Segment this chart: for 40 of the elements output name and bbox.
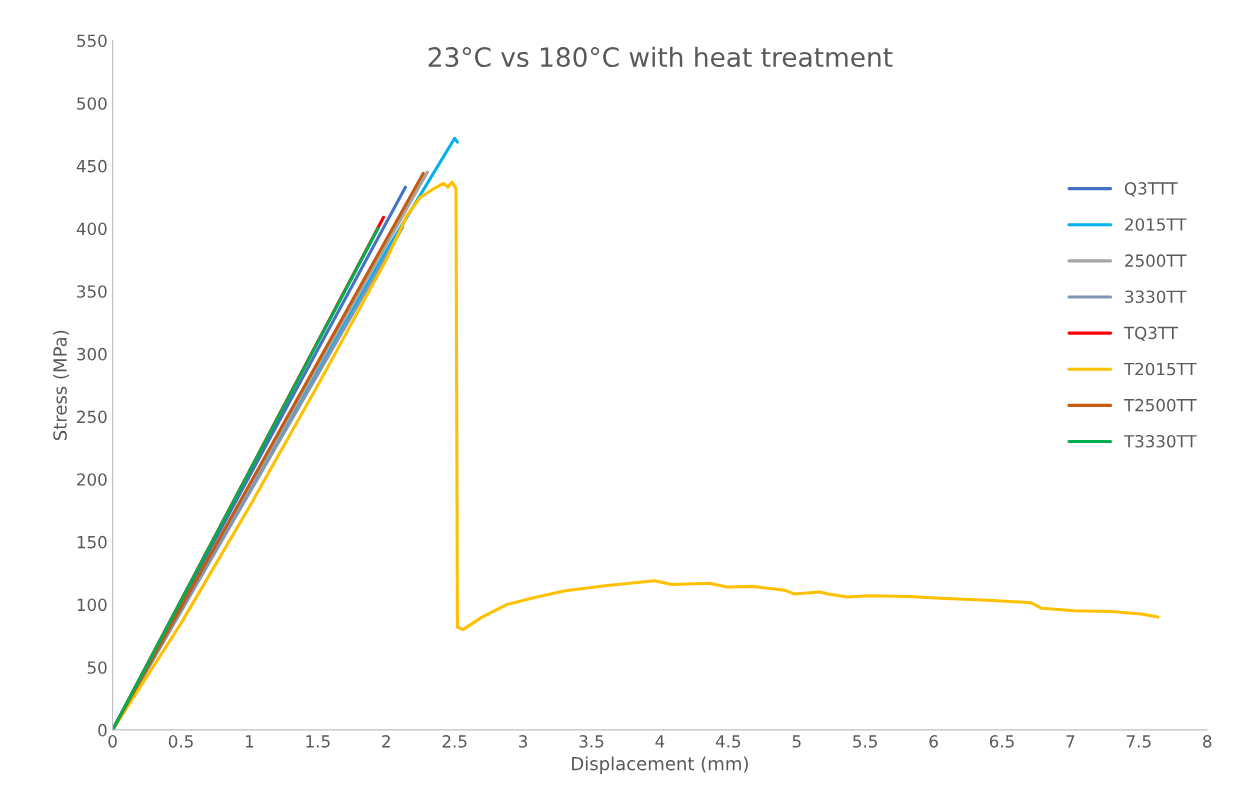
y-tick-label: 150 xyxy=(77,535,107,549)
y-tick-label: 500 xyxy=(77,97,107,110)
x-tick-label: 4 xyxy=(655,735,665,748)
x-tick-label: 1 xyxy=(245,735,254,748)
x-tick-label: 3.5 xyxy=(579,735,604,748)
y-tick-label: 450 xyxy=(76,159,107,173)
y-tick-label: 400 xyxy=(76,222,107,236)
legend-label: 2500TT xyxy=(1125,254,1187,267)
x-tick-label: 8 xyxy=(1203,735,1212,748)
x-tick-label: 0 xyxy=(108,735,117,748)
legend-label: T3330TT xyxy=(1123,434,1197,448)
x-tick-label: 0.5 xyxy=(168,735,193,748)
legend-label: 2015TT xyxy=(1125,218,1187,231)
x-tick-label: 7.5 xyxy=(1126,735,1151,748)
legend-label: T2500TT xyxy=(1123,398,1197,412)
legend-label: 3330TT xyxy=(1125,290,1187,304)
x-tick-label: 3 xyxy=(519,735,528,748)
y-tick-label: 300 xyxy=(77,347,107,361)
y-axis-title: Stress (MPa) xyxy=(52,330,69,441)
y-tick-label: 100 xyxy=(77,598,107,612)
x-tick-label: 6.5 xyxy=(989,735,1014,748)
y-tick-label: 250 xyxy=(77,410,107,424)
x-tick-label: 7 xyxy=(1066,735,1075,748)
x-tick-label: 2 xyxy=(382,735,390,748)
chart-title: 23°C vs 180°C with heat treatment xyxy=(428,46,893,68)
x-tick-label: 2.5 xyxy=(442,735,467,748)
y-tick-label: 550 xyxy=(77,34,107,48)
x-tick-label: 6 xyxy=(929,735,938,748)
legend-label: T2015TT xyxy=(1123,362,1197,376)
x-axis-title: Displacement (mm) xyxy=(572,756,748,774)
y-tick-label: 350 xyxy=(77,285,107,298)
y-tick-label: 0 xyxy=(98,723,107,737)
legend-label: Q3TTT xyxy=(1124,182,1178,197)
x-tick-label: 1.5 xyxy=(306,735,330,748)
y-tick-label: 50 xyxy=(87,661,107,674)
x-tick-label: 5 xyxy=(792,735,801,748)
legend-label: TQ3TT xyxy=(1123,326,1178,342)
x-tick-label: 5.5 xyxy=(853,735,877,748)
y-tick-label: 200 xyxy=(77,473,107,486)
x-tick-label: 4.5 xyxy=(715,735,741,748)
